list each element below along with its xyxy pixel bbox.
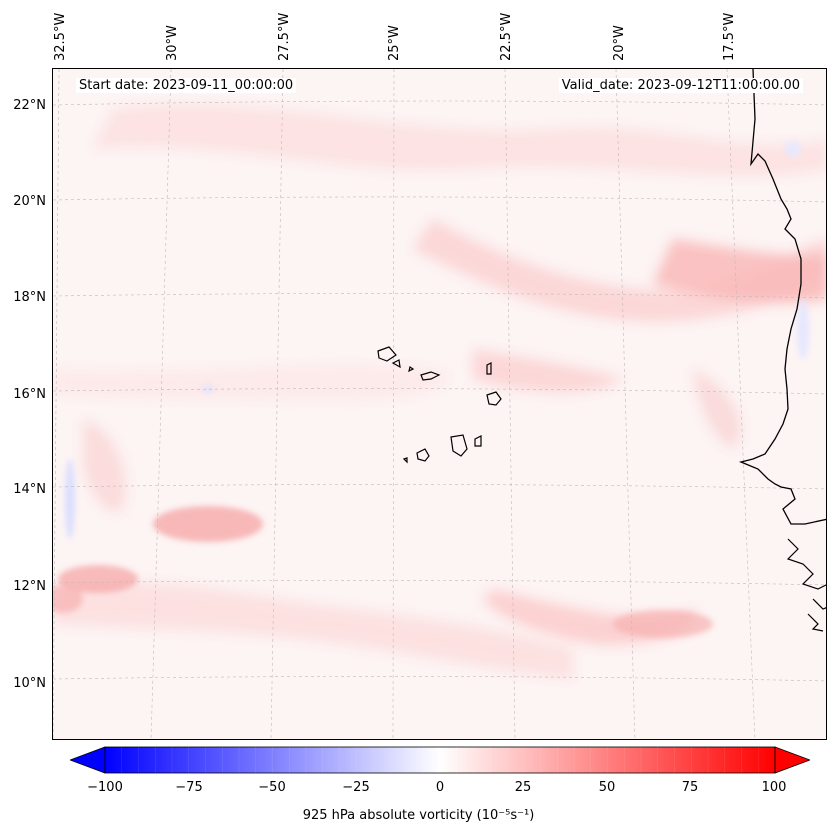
lat-label-10n: 10°N	[13, 676, 46, 691]
map-panel: Start date: 2023-09-11_00:00:00 Valid_da…	[52, 68, 827, 740]
lon-label-22-5w: 22.5°W	[499, 12, 514, 61]
vorticity-bands	[53, 104, 826, 679]
africa-coastline	[738, 69, 826, 525]
vorticity-maxima	[53, 506, 713, 638]
colorbar-tick: −75	[175, 780, 203, 795]
guinea-bissau-coastline	[786, 538, 826, 632]
colorbar-tick: 50	[598, 780, 616, 795]
lat-label-12n: 12°N	[13, 579, 46, 594]
lon-label-27-5w: 27.5°W	[277, 12, 292, 61]
colorbar-tick: −100	[87, 780, 123, 795]
colorbar-graphic	[68, 746, 812, 774]
colorbar-extend-min	[68, 746, 106, 774]
valid-date-label: Valid_date: 2023-09-12T11:00:00.00	[558, 78, 803, 93]
lon-label-20w: 20°W	[612, 25, 627, 61]
colorbar-tick: 0	[435, 780, 445, 795]
lon-label-17-5w: 17.5°W	[722, 12, 737, 61]
lat-label-20n: 20°N	[13, 194, 46, 209]
lat-label-16n: 16°N	[13, 387, 46, 402]
colorbar-label: 925 hPa absolute vorticity (10⁻⁵s⁻¹)	[302, 808, 535, 823]
colorbar	[68, 745, 812, 775]
cape-verde-islands	[377, 346, 502, 464]
colorbar-extend-max	[774, 746, 812, 774]
gridlines	[53, 69, 826, 739]
colorbar-tick: 75	[681, 780, 699, 795]
colorbar-tick: 100	[761, 780, 787, 795]
vorticity-field	[53, 69, 826, 739]
lon-label-30w: 30°W	[165, 25, 180, 61]
negative-vorticity-patches	[65, 141, 809, 539]
lon-label-25w: 25°W	[387, 25, 402, 61]
colorbar-tick: −25	[342, 780, 370, 795]
start-date-label: Start date: 2023-09-11_00:00:00	[76, 78, 297, 93]
lat-label-14n: 14°N	[13, 482, 46, 497]
lat-label-18n: 18°N	[13, 290, 46, 305]
lat-label-22n: 22°N	[13, 98, 46, 113]
lon-label-32-5w: 32.5°W	[53, 12, 68, 61]
colorbar-tick: −50	[258, 780, 286, 795]
colorbar-tick: 25	[514, 780, 532, 795]
colorbar-body	[104, 746, 776, 774]
